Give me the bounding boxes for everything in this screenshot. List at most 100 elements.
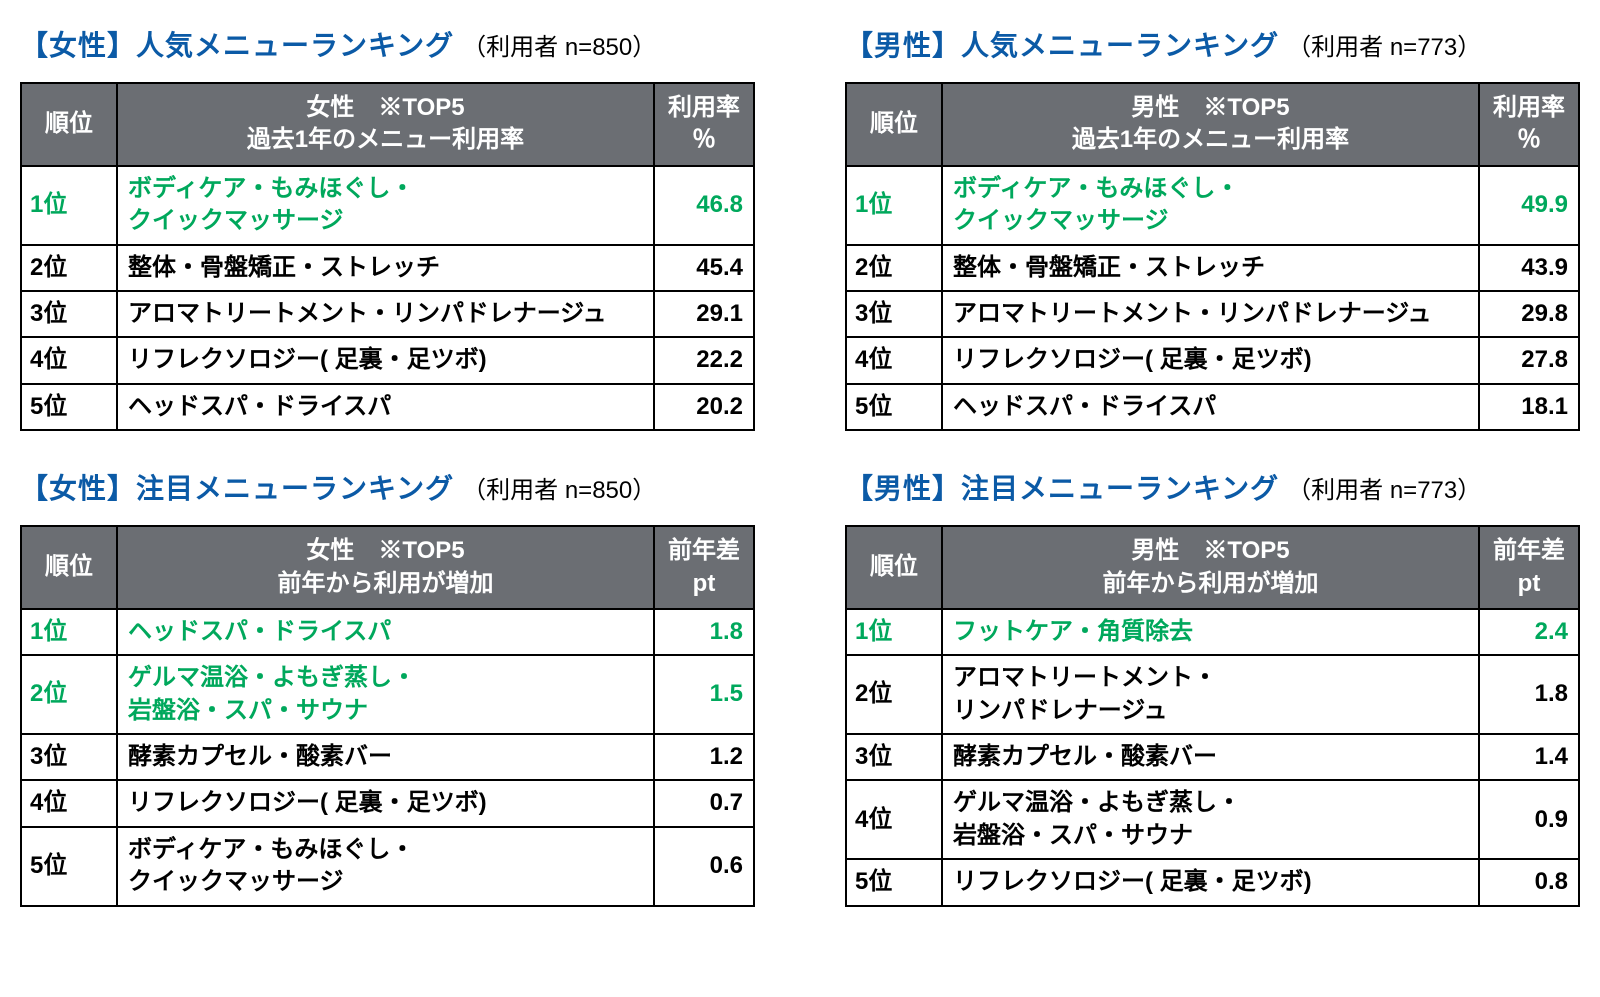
cell-rank: 2位: [21, 245, 117, 291]
panel-female-popular: 【女性】人気メニューランキング （利用者 n=850） 順位 女性 ※TOP5過…: [20, 24, 755, 431]
table-row: 5位ヘッドスパ・ドライスパ20.2: [21, 384, 754, 430]
cell-desc: アロマトリートメント・リンパドレナージュ: [942, 655, 1479, 734]
table-row: 4位ゲルマ温浴・よもぎ蒸し・岩盤浴・スパ・サウナ0.9: [846, 780, 1579, 859]
col-desc: 女性 ※TOP5過去1年のメニュー利用率: [117, 83, 654, 166]
table-row: 2位整体・骨盤矯正・ストレッチ43.9: [846, 245, 1579, 291]
table-row: 2位整体・骨盤矯正・ストレッチ45.4: [21, 245, 754, 291]
col-desc: 男性 ※TOP5過去1年のメニュー利用率: [942, 83, 1479, 166]
cell-desc: リフレクソロジー( 足裏・足ツボ): [117, 337, 654, 383]
cell-desc: ゲルマ温浴・よもぎ蒸し・岩盤浴・スパ・サウナ: [117, 655, 654, 734]
cell-rank: 1位: [21, 609, 117, 655]
panel-subtitle: （利用者 n=773）: [1287, 27, 1481, 62]
col-value: 前年差pt: [654, 526, 754, 609]
cell-value: 27.8: [1479, 337, 1579, 383]
cell-rank: 4位: [21, 780, 117, 826]
cell-value: 1.8: [1479, 655, 1579, 734]
cell-rank: 4位: [21, 337, 117, 383]
panel-title-line: 【女性】人気メニューランキング （利用者 n=850）: [20, 24, 755, 64]
cell-value: 18.1: [1479, 384, 1579, 430]
cell-desc: ヘッドスパ・ドライスパ: [117, 609, 654, 655]
cell-value: 43.9: [1479, 245, 1579, 291]
table-row: 3位酵素カプセル・酸素バー1.2: [21, 734, 754, 780]
cell-value: 0.9: [1479, 780, 1579, 859]
cell-value: 20.2: [654, 384, 754, 430]
table-row: 3位アロマトリートメント・リンパドレナージュ29.1: [21, 291, 754, 337]
table-row: 5位リフレクソロジー( 足裏・足ツボ)0.8: [846, 859, 1579, 905]
cell-desc: リフレクソロジー( 足裏・足ツボ): [942, 337, 1479, 383]
cell-desc: アロマトリートメント・リンパドレナージュ: [942, 291, 1479, 337]
cell-desc: フットケア・角質除去: [942, 609, 1479, 655]
cell-rank: 2位: [21, 655, 117, 734]
table-row: 1位ヘッドスパ・ドライスパ1.8: [21, 609, 754, 655]
cell-desc: ボディケア・もみほぐし・クイックマッサージ: [942, 166, 1479, 245]
cell-value: 1.2: [654, 734, 754, 780]
table-row: 1位ボディケア・もみほぐし・クイックマッサージ49.9: [846, 166, 1579, 245]
table-row: 5位ヘッドスパ・ドライスパ18.1: [846, 384, 1579, 430]
cell-rank: 1位: [21, 166, 117, 245]
panel-subtitle: （利用者 n=850）: [462, 27, 656, 62]
cell-value: 0.8: [1479, 859, 1579, 905]
cell-value: 1.8: [654, 609, 754, 655]
cell-desc: ボディケア・もみほぐし・クイックマッサージ: [117, 166, 654, 245]
cell-value: 1.5: [654, 655, 754, 734]
panel-male-popular: 【男性】人気メニューランキング （利用者 n=773） 順位 男性 ※TOP5過…: [845, 24, 1580, 431]
table-row: 2位アロマトリートメント・リンパドレナージュ1.8: [846, 655, 1579, 734]
col-desc: 女性 ※TOP5前年から利用が増加: [117, 526, 654, 609]
table-row: 4位リフレクソロジー( 足裏・足ツボ)22.2: [21, 337, 754, 383]
cell-desc: 整体・骨盤矯正・ストレッチ: [117, 245, 654, 291]
panel-subtitle: （利用者 n=850）: [462, 470, 656, 505]
panel-title-line: 【女性】注目メニューランキング （利用者 n=850）: [20, 467, 755, 507]
table-row: 4位リフレクソロジー( 足裏・足ツボ)0.7: [21, 780, 754, 826]
cell-rank: 4位: [846, 337, 942, 383]
table-row: 3位酵素カプセル・酸素バー1.4: [846, 734, 1579, 780]
cell-desc: ゲルマ温浴・よもぎ蒸し・岩盤浴・スパ・サウナ: [942, 780, 1479, 859]
panel-title-line: 【男性】注目メニューランキング （利用者 n=773）: [845, 467, 1580, 507]
panel-title: 【男性】注目メニューランキング: [845, 467, 1279, 507]
cell-rank: 5位: [21, 384, 117, 430]
ranking-grid: 【女性】人気メニューランキング （利用者 n=850） 順位 女性 ※TOP5過…: [20, 24, 1580, 907]
cell-rank: 2位: [846, 655, 942, 734]
table-header-row: 順位 女性 ※TOP5過去1年のメニュー利用率 利用率％: [21, 83, 754, 166]
cell-desc: ボディケア・もみほぐし・クイックマッサージ: [117, 827, 654, 906]
cell-rank: 2位: [846, 245, 942, 291]
cell-rank: 4位: [846, 780, 942, 859]
panel-title: 【女性】人気メニューランキング: [20, 24, 454, 64]
cell-rank: 3位: [21, 291, 117, 337]
panel-title-line: 【男性】人気メニューランキング （利用者 n=773）: [845, 24, 1580, 64]
table-row: 5位ボディケア・もみほぐし・クイックマッサージ0.6: [21, 827, 754, 906]
cell-value: 45.4: [654, 245, 754, 291]
panel-male-featured: 【男性】注目メニューランキング （利用者 n=773） 順位 男性 ※TOP5前…: [845, 467, 1580, 907]
cell-rank: 3位: [846, 291, 942, 337]
cell-rank: 3位: [846, 734, 942, 780]
cell-rank: 5位: [846, 384, 942, 430]
cell-value: 49.9: [1479, 166, 1579, 245]
cell-value: 1.4: [1479, 734, 1579, 780]
cell-desc: リフレクソロジー( 足裏・足ツボ): [117, 780, 654, 826]
table-header-row: 順位 男性 ※TOP5過去1年のメニュー利用率 利用率％: [846, 83, 1579, 166]
cell-rank: 5位: [846, 859, 942, 905]
table-row: 1位フットケア・角質除去2.4: [846, 609, 1579, 655]
panel-title: 【男性】人気メニューランキング: [845, 24, 1279, 64]
table-row: 2位ゲルマ温浴・よもぎ蒸し・岩盤浴・スパ・サウナ1.5: [21, 655, 754, 734]
cell-value: 29.1: [654, 291, 754, 337]
cell-rank: 1位: [846, 609, 942, 655]
col-desc: 男性 ※TOP5前年から利用が増加: [942, 526, 1479, 609]
cell-value: 46.8: [654, 166, 754, 245]
table-header-row: 順位 男性 ※TOP5前年から利用が増加 前年差pt: [846, 526, 1579, 609]
col-rank: 順位: [846, 83, 942, 166]
cell-desc: 酵素カプセル・酸素バー: [942, 734, 1479, 780]
panel-title: 【女性】注目メニューランキング: [20, 467, 454, 507]
cell-rank: 5位: [21, 827, 117, 906]
panel-female-featured: 【女性】注目メニューランキング （利用者 n=850） 順位 女性 ※TOP5前…: [20, 467, 755, 907]
table-row: 4位リフレクソロジー( 足裏・足ツボ)27.8: [846, 337, 1579, 383]
cell-desc: 酵素カプセル・酸素バー: [117, 734, 654, 780]
cell-desc: リフレクソロジー( 足裏・足ツボ): [942, 859, 1479, 905]
col-value: 利用率％: [654, 83, 754, 166]
ranking-table: 順位 女性 ※TOP5前年から利用が増加 前年差pt 1位ヘッドスパ・ドライスパ…: [20, 525, 755, 907]
col-value: 前年差pt: [1479, 526, 1579, 609]
cell-desc: 整体・骨盤矯正・ストレッチ: [942, 245, 1479, 291]
col-rank: 順位: [21, 83, 117, 166]
panel-subtitle: （利用者 n=773）: [1287, 470, 1481, 505]
table-row: 3位アロマトリートメント・リンパドレナージュ29.8: [846, 291, 1579, 337]
cell-value: 29.8: [1479, 291, 1579, 337]
